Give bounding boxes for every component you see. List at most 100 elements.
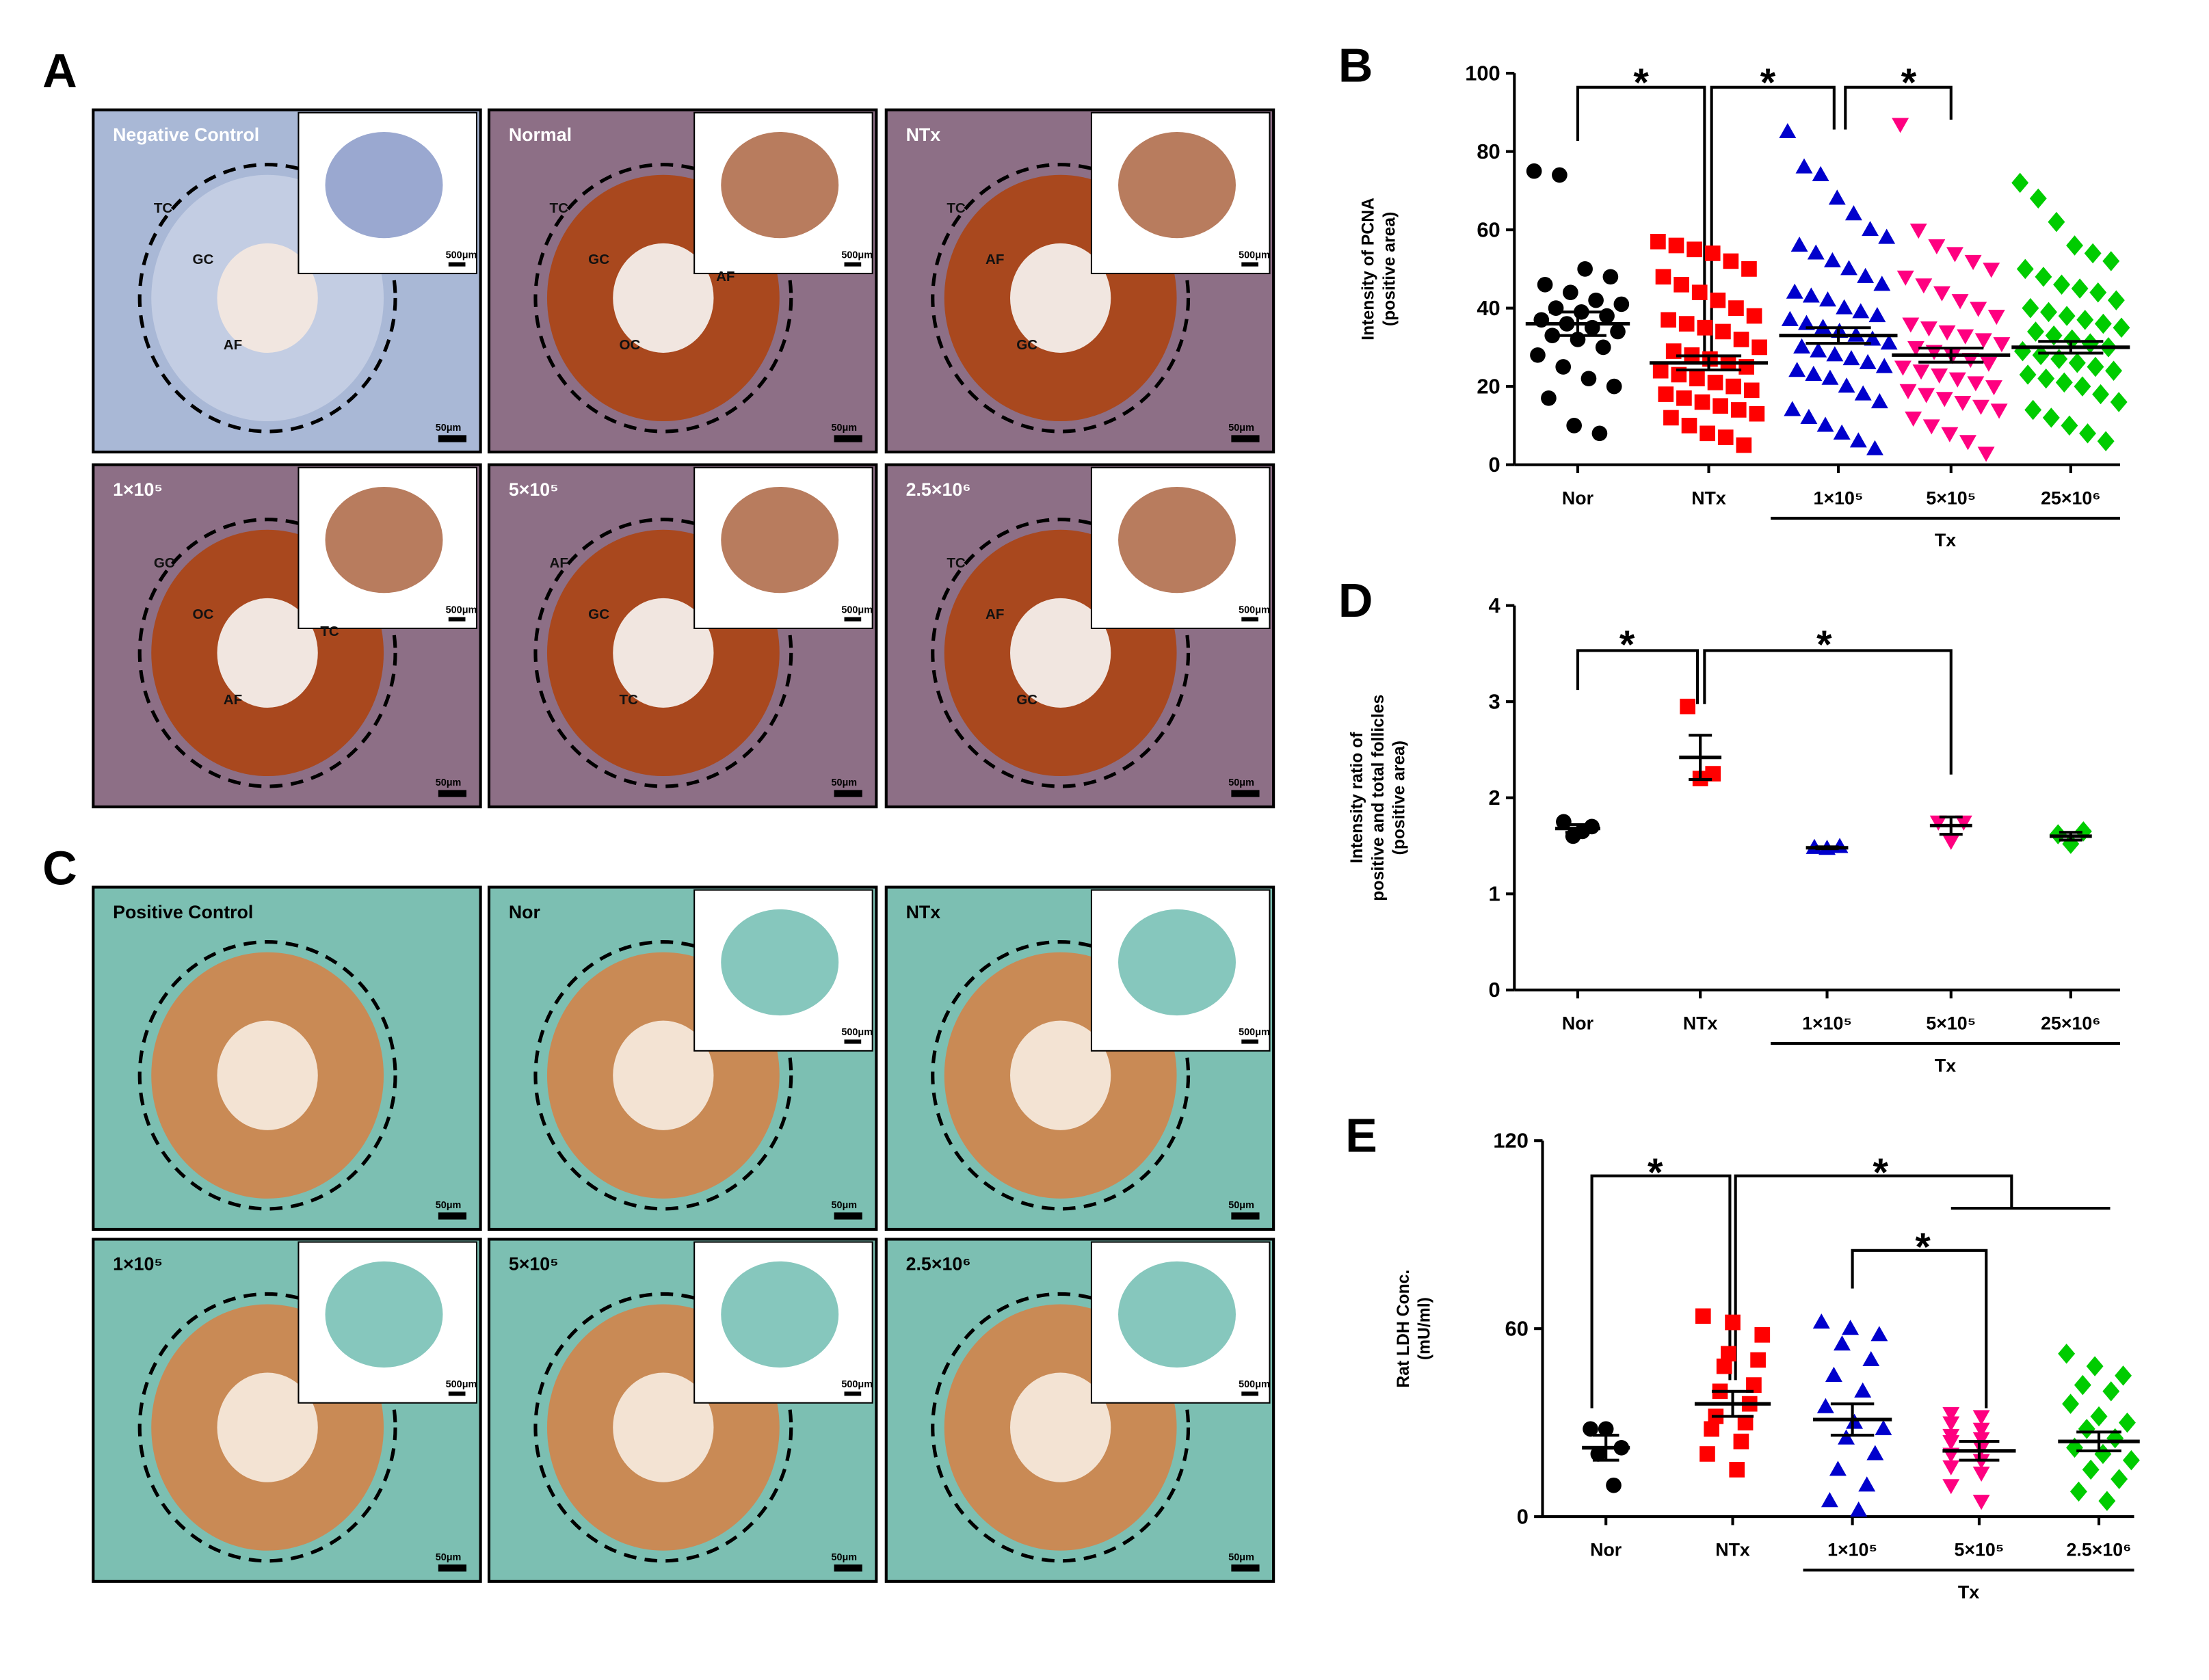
y-tick-label: 100	[1465, 61, 1500, 85]
data-point	[1972, 1495, 1990, 1510]
x-tick-label: 1×10⁵	[1802, 1013, 1852, 1034]
scale-bar	[834, 790, 862, 797]
data-point	[1967, 376, 1985, 392]
panel-letter: E	[1345, 1109, 1377, 1162]
structure-label: AF	[224, 337, 242, 353]
data-point	[2058, 306, 2076, 326]
y-tick-label: 60	[1477, 217, 1500, 241]
data-point	[1846, 1413, 1864, 1429]
scale-label: 50μm	[1228, 777, 1254, 788]
data-point	[1668, 237, 1684, 254]
data-point	[2053, 274, 2070, 295]
micrograph: 500μm 50μm NTx TC AF GC	[884, 108, 1275, 454]
frame	[884, 108, 1275, 454]
data-point	[1928, 239, 1946, 255]
image-label: 5×10⁵	[509, 479, 559, 500]
data-point	[1686, 241, 1702, 258]
image-label: Nor	[509, 902, 541, 922]
data-point	[2097, 431, 2115, 452]
data-point	[1875, 358, 1893, 373]
data-point	[1595, 339, 1611, 356]
x-tick-label: 25×10⁶	[2041, 488, 2101, 508]
data-point	[1833, 424, 1851, 440]
data-point	[1972, 1441, 1990, 1457]
data-point	[1602, 269, 1619, 285]
inset-ovary	[721, 131, 839, 239]
data-point	[1566, 418, 1583, 434]
image-label: NTx	[906, 902, 941, 922]
inset-ovary	[1118, 1261, 1236, 1368]
data-point	[1805, 365, 1823, 382]
error-bar	[1918, 346, 1984, 364]
micrograph: 500μm 50μm Negative Control TC GC AF	[92, 108, 482, 454]
micrograph: 500μm 50μm Normal TC GC OC AF	[487, 108, 878, 454]
data-point	[2105, 360, 2123, 381]
structure-label: GC	[192, 252, 213, 267]
data-point	[1721, 1346, 1736, 1362]
antrum	[1010, 1372, 1111, 1482]
y-axis-label: (mU/ml)	[1416, 1297, 1434, 1360]
y-tick-label: 0	[1517, 1504, 1529, 1528]
data-point	[1704, 1421, 1719, 1437]
data-point	[1892, 118, 1909, 133]
data-point	[1866, 1445, 1884, 1461]
follicle-border	[533, 1292, 793, 1563]
antrum	[613, 243, 714, 353]
scale-bar	[438, 1212, 467, 1220]
micrograph: 500μm 50μm NTx	[884, 885, 1275, 1231]
data-point	[1733, 332, 1749, 347]
data-point	[1655, 269, 1671, 285]
image-label: Normal	[509, 124, 572, 145]
data-point	[1588, 292, 1604, 308]
error-bar	[1549, 310, 1606, 337]
data-point	[1868, 307, 1886, 323]
frame	[884, 885, 1275, 1231]
data-point	[1864, 330, 1881, 346]
data-point	[1697, 319, 1713, 336]
data-point	[1912, 364, 1930, 380]
data-point	[1563, 284, 1578, 301]
image-label: NTx	[906, 124, 941, 145]
error-bar	[2076, 1430, 2121, 1452]
panel-letter: B	[1338, 38, 1373, 92]
data-point	[2069, 1481, 2087, 1502]
data-point	[1577, 261, 1593, 277]
error-bar	[1830, 1402, 1875, 1437]
data-point	[1980, 356, 1998, 372]
data-point	[1583, 1421, 1598, 1437]
data-point	[1695, 1308, 1711, 1324]
data-point	[1590, 1446, 1606, 1462]
error-bar	[1805, 326, 1871, 345]
group-label: Tx	[1958, 1582, 1979, 1603]
data-point	[2115, 1365, 2132, 1386]
data-point	[2094, 1443, 2112, 1465]
frame	[92, 885, 482, 1231]
data-point	[1678, 316, 1695, 332]
data-point	[1931, 368, 1948, 384]
scale-label: 50μm	[436, 1200, 462, 1211]
data-point	[1788, 362, 1806, 377]
antrum	[217, 598, 318, 708]
y-tick-label: 0	[1489, 978, 1500, 1002]
data-point	[1858, 1476, 1876, 1492]
data-point	[1829, 1461, 1847, 1476]
data-point	[1661, 312, 1676, 328]
data-point	[2098, 1491, 2116, 1511]
data-point	[1870, 1326, 1888, 1342]
data-point	[1802, 287, 1820, 303]
data-point	[1725, 378, 1741, 395]
micrograph: 500μm 50μm 2.5×10⁶	[884, 1238, 1275, 1583]
data-point	[1878, 228, 1896, 244]
scale-label: 50μm	[436, 1552, 462, 1563]
inset-scale-bar	[1241, 1391, 1259, 1396]
data-point	[2084, 243, 2102, 264]
data-point	[1870, 393, 1888, 409]
follicle-border	[137, 1292, 397, 1563]
x-tick-label: 1×10⁵	[1827, 1540, 1877, 1560]
x-tick-label: NTx	[1691, 488, 1726, 508]
data-point	[2066, 1437, 2083, 1458]
micrograph: 500μm 50μm 1×10⁵ GC OC AF TC	[92, 463, 482, 809]
structure-label: GC	[588, 606, 609, 622]
data-point	[1974, 333, 1992, 349]
